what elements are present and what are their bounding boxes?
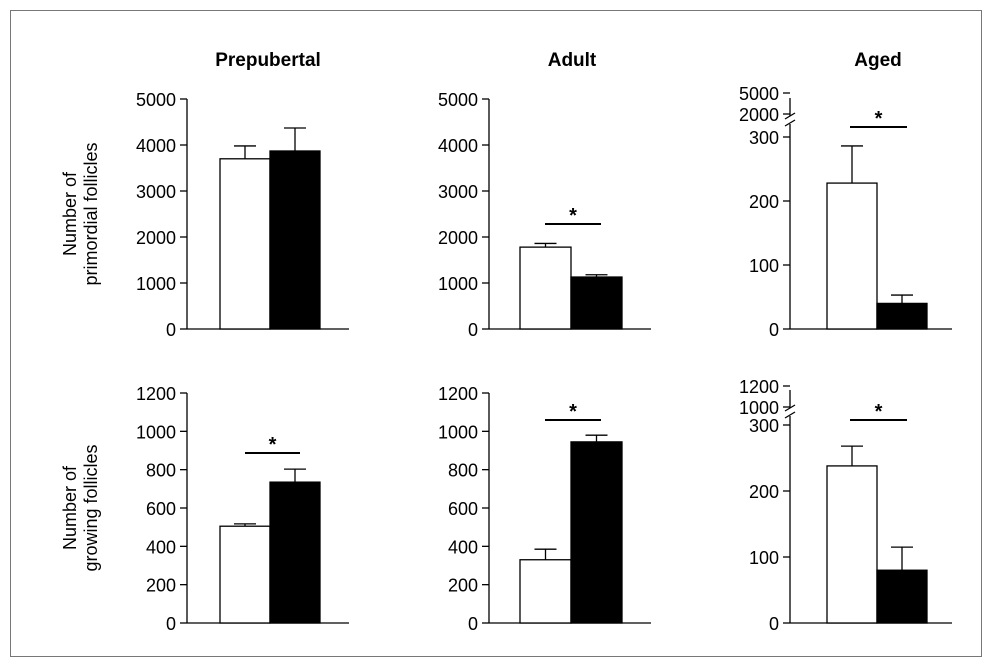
bar-filled — [570, 276, 623, 330]
y-axis-label-line: growing follicles — [81, 444, 101, 571]
significance-asterisk: * — [269, 434, 277, 456]
y-tick-label: 0 — [166, 614, 176, 634]
y-tick-label: 1000 — [136, 274, 176, 294]
y-tick-label: 1200 — [136, 384, 176, 404]
y-tick-label: 5000 — [438, 90, 478, 110]
bar-filled — [570, 441, 623, 624]
y-tick-label: 200 — [146, 576, 176, 596]
y-tick-label: 1000 — [136, 422, 176, 442]
y-tick-label: 200 — [749, 192, 779, 212]
y-tick-label: 5000 — [136, 90, 176, 110]
y-tick-label: 4000 — [136, 136, 176, 156]
significance-asterisk: * — [875, 401, 883, 423]
y-tick-label: 1200 — [438, 384, 478, 404]
y-tick-label: 600 — [146, 499, 176, 519]
y-axis-label-line: primordial follicles — [81, 142, 101, 285]
y-tick-label: 800 — [146, 461, 176, 481]
bar-filled — [876, 569, 928, 624]
y-tick-label: 1200 — [739, 377, 779, 397]
y-tick-label: 200 — [749, 482, 779, 502]
y-axis-label: Number ofprimordial follicles — [60, 142, 101, 285]
axis-break-mark — [784, 404, 796, 412]
y-tick-label: 400 — [146, 537, 176, 557]
axis-break-mark — [784, 411, 796, 419]
bar-open — [519, 559, 572, 624]
bar-filled — [269, 481, 321, 624]
y-tick-label: 2000 — [438, 228, 478, 248]
figure-frame — [10, 10, 982, 657]
bar-open — [219, 525, 271, 624]
y-axis-label-line: Number of — [60, 171, 80, 256]
y-tick-label: 2000 — [136, 228, 176, 248]
significance-asterisk: * — [875, 108, 883, 130]
y-tick-label: 0 — [468, 320, 478, 340]
y-tick-label: 0 — [166, 320, 176, 340]
y-tick-label: 3000 — [438, 182, 478, 202]
y-tick-label: 2000 — [739, 105, 779, 125]
y-tick-label: 100 — [749, 256, 779, 276]
y-tick-label: 0 — [769, 614, 779, 634]
y-tick-label: 5000 — [739, 84, 779, 104]
y-tick-label: 1000 — [438, 422, 478, 442]
bar-filled — [269, 150, 321, 330]
bar-open — [219, 158, 271, 330]
bar-open — [519, 246, 572, 330]
y-tick-label: 4000 — [438, 136, 478, 156]
panel-title: Prepubertal — [215, 50, 321, 71]
y-tick-label: 0 — [468, 614, 478, 634]
y-tick-label: 300 — [749, 416, 779, 436]
panel-title: Adult — [548, 50, 597, 71]
y-tick-label: 800 — [448, 461, 478, 481]
axis-break-mark — [784, 112, 796, 120]
y-tick-label: 3000 — [136, 182, 176, 202]
y-tick-label: 1000 — [739, 398, 779, 418]
axis-break-mark — [784, 119, 796, 127]
significance-asterisk: * — [569, 401, 577, 423]
panel-title: Aged — [854, 50, 902, 71]
y-tick-label: 300 — [749, 128, 779, 148]
y-axis-label-line: Number of — [60, 465, 80, 550]
y-tick-label: 100 — [749, 548, 779, 568]
bar-open — [826, 465, 878, 624]
y-tick-label: 400 — [448, 537, 478, 557]
y-tick-label: 200 — [448, 576, 478, 596]
y-axis-label: Number ofgrowing follicles — [60, 444, 101, 571]
bar-filled — [876, 302, 928, 330]
y-tick-label: 0 — [769, 320, 779, 340]
bar-open — [826, 182, 878, 330]
y-tick-label: 600 — [448, 499, 478, 519]
significance-asterisk: * — [569, 205, 577, 227]
y-tick-label: 1000 — [438, 274, 478, 294]
